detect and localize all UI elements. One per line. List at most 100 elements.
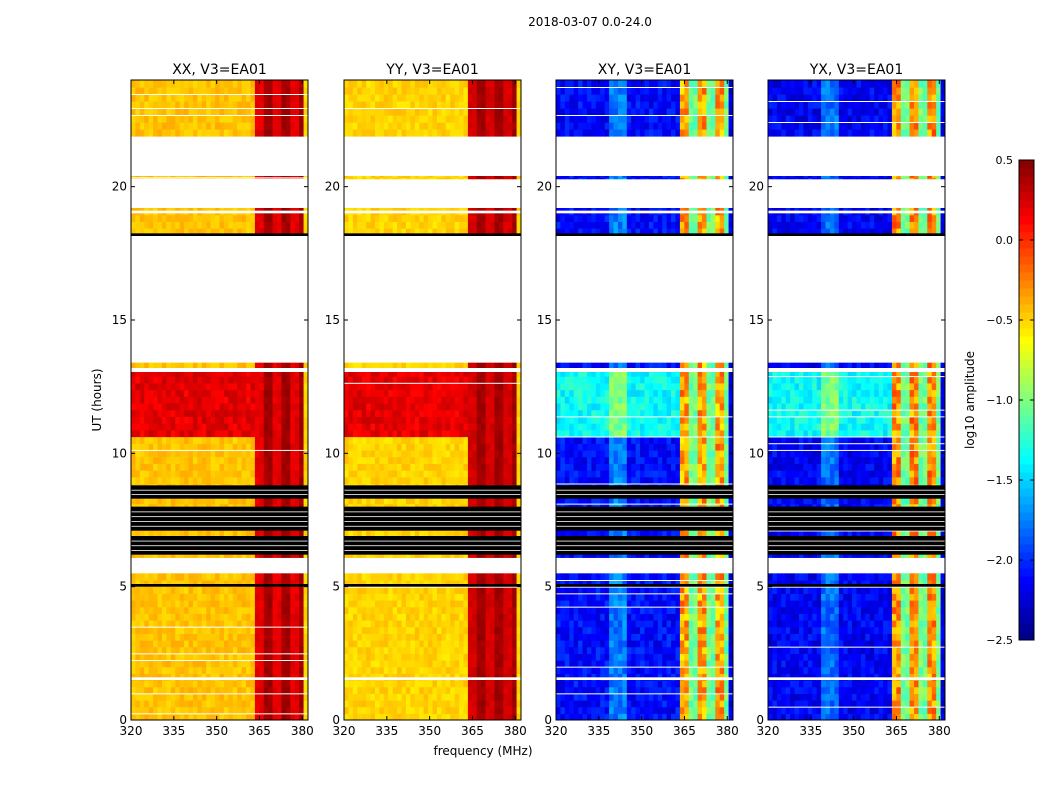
heatmap-cell: [414, 666, 420, 674]
heatmap-cell: [219, 122, 225, 130]
heatmap-cell: [388, 620, 394, 628]
heatmap-cell: [215, 416, 221, 424]
heatmap-cell: [153, 673, 159, 681]
heatmap-cell: [175, 362, 181, 370]
heatmap-cell: [303, 713, 308, 720]
heatmap-cell: [498, 693, 504, 701]
heatmap-cell: [263, 423, 269, 431]
heatmap-cell: [241, 396, 247, 404]
heatmap-cell: [459, 620, 465, 628]
heatmap-cell: [153, 369, 159, 377]
heatmap-cell: [450, 456, 456, 464]
heatmap-cell: [441, 633, 447, 641]
heatmap-cell: [148, 416, 154, 424]
heatmap-cell: [188, 470, 194, 478]
heatmap-cell: [135, 402, 141, 411]
heatmap-cell: [357, 476, 363, 485]
heatmap-cell: [263, 580, 269, 588]
heatmap-cell: [361, 389, 367, 397]
heatmap-cell: [419, 214, 425, 222]
heatmap-cell: [436, 606, 442, 614]
heatmap-cell: [277, 613, 283, 621]
heatmap-cell: [232, 214, 238, 222]
heatmap-cell: [503, 429, 509, 438]
heatmap-cell: [294, 362, 300, 370]
heatmap-cell: [272, 443, 278, 451]
heatmap-cell: [419, 449, 425, 458]
heatmap-cell: [512, 686, 518, 694]
heatmap-cell: [516, 369, 521, 377]
heatmap-cell: [485, 593, 491, 601]
heatmap-cell: [175, 115, 181, 123]
heatmap-cell: [153, 389, 159, 397]
heatmap-cell: [246, 108, 252, 116]
heatmap-cell: [272, 176, 278, 178]
heatmap-cell: [201, 660, 207, 668]
heatmap-cell: [445, 362, 451, 370]
heatmap-cell: [481, 389, 487, 397]
heatmap-cell: [507, 673, 513, 681]
heatmap-cell: [463, 369, 469, 377]
heatmap-cell: [490, 626, 496, 634]
heatmap-cell: [512, 436, 518, 444]
heatmap-cell: [481, 177, 487, 180]
heatmap-cell: [445, 606, 451, 614]
heatmap-cell: [476, 221, 482, 229]
heatmap-cell: [414, 402, 420, 411]
heatmap-cell: [241, 673, 247, 681]
heatmap-cell: [237, 646, 243, 654]
heatmap-cell: [281, 389, 287, 397]
heatmap-cell: [507, 496, 513, 505]
heatmap-cell: [277, 606, 283, 614]
heatmap-cell: [348, 449, 354, 458]
heatmap-cell: [423, 176, 429, 178]
heatmap-cell: [210, 600, 216, 608]
heatmap-cell: [379, 176, 385, 178]
heatmap-cell: [166, 423, 172, 431]
heatmap-cell: [344, 633, 350, 641]
heatmap-cell: [490, 423, 496, 431]
heatmap-cell: [361, 456, 367, 464]
heatmap-cell: [428, 496, 434, 505]
heatmap-cell: [344, 666, 350, 674]
heatmap-cell: [277, 362, 283, 370]
heatmap-cell: [441, 449, 447, 458]
heatmap-cell: [272, 496, 278, 505]
heatmap-cell: [405, 376, 411, 384]
heatmap-cell: [192, 653, 198, 661]
heatmap-cell: [201, 713, 207, 720]
heatmap-cell: [299, 80, 305, 88]
heatmap-cell: [263, 470, 269, 478]
heatmap-cell: [153, 530, 159, 538]
heatmap-cell: [259, 530, 265, 538]
heatmap-cell: [144, 660, 150, 668]
heatmap-cell: [494, 496, 500, 505]
heatmap-cell: [139, 402, 145, 411]
heatmap-cell: [419, 362, 425, 370]
heatmap-cell: [144, 101, 150, 109]
heatmap-cell: [268, 653, 274, 661]
heatmap-cell: [219, 409, 225, 417]
heatmap-cell: [485, 176, 491, 178]
heatmap-cell: [463, 693, 469, 701]
heatmap-cell: [268, 600, 274, 608]
row-gap-line: [131, 626, 308, 628]
heatmap-cell: [201, 606, 207, 614]
heatmap-cell: [436, 686, 442, 694]
heatmap-cell: [401, 362, 407, 370]
heatmap-cell: [281, 129, 287, 137]
heatmap-cell: [392, 586, 398, 594]
heatmap-cell: [232, 593, 238, 601]
heatmap-cell: [361, 449, 367, 458]
heatmap-cell: [254, 686, 260, 694]
heatmap-cell: [366, 646, 372, 654]
heatmap-cell: [467, 449, 473, 458]
heatmap-cell: [361, 660, 367, 668]
heatmap-cell: [481, 713, 487, 720]
heatmap-cell: [357, 177, 363, 180]
heatmap-cell: [516, 673, 521, 681]
heatmap-cell: [188, 108, 194, 116]
heatmap-cell: [241, 108, 247, 116]
heatmap-cell: [379, 382, 385, 391]
heatmap-cell: [463, 396, 469, 404]
